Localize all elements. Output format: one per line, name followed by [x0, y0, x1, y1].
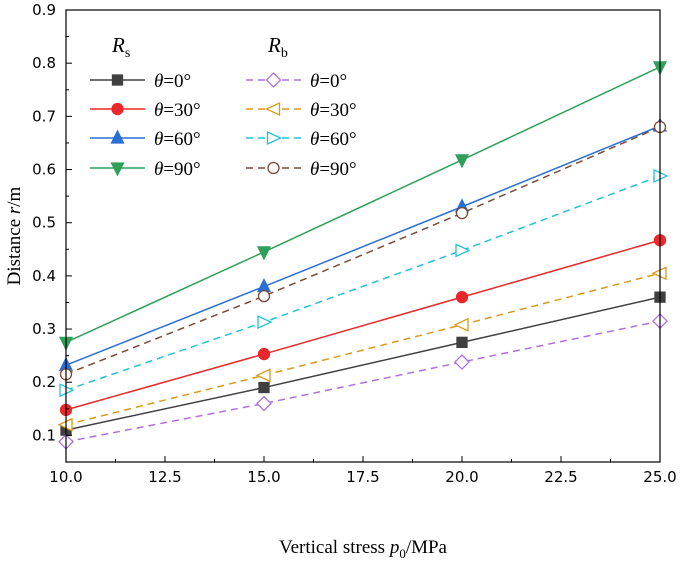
legend-item: θ=30°	[246, 100, 357, 121]
series-line	[65, 239, 661, 411]
marker-diamond-open	[265, 72, 282, 88]
marker-triangle-left-open	[264, 101, 281, 117]
marker-triangle-right-open	[455, 243, 471, 258]
legend-label: θ=60°	[154, 129, 201, 150]
series-line	[65, 175, 661, 391]
marker-circle-open	[267, 161, 280, 175]
y-axis-title: Distance r/m	[4, 186, 25, 285]
legend-label: θ=60°	[310, 129, 357, 150]
series-line	[65, 320, 661, 443]
legend-label: θ=90°	[154, 159, 201, 180]
marker-triangle-down	[454, 154, 470, 169]
marker-circle	[111, 102, 124, 116]
x-tick-label: 20.0	[445, 468, 478, 486]
series-rs-90deg	[58, 61, 668, 351]
marker-square	[456, 336, 468, 349]
marker-triangle-right-open	[257, 315, 273, 330]
x-tick-label: 12.5	[148, 468, 181, 486]
marker-circle	[455, 291, 469, 304]
x-tick-label: 25.0	[643, 468, 676, 486]
marker-triangle-up	[110, 129, 125, 144]
x-tick-label: 17.5	[346, 468, 379, 486]
series-rs-60deg	[58, 117, 668, 371]
legend-item: θ=60°	[90, 129, 201, 150]
axis-ticks: 10.0 12.5 15.0 17.5 20.0 22.5 25.0 0.1 0.2 0.3 0.4…	[32, 1, 677, 486]
marker-triangle-down	[110, 162, 125, 177]
y-tick-label: 0.8	[32, 54, 56, 72]
marker-square	[258, 381, 270, 394]
legend-item: θ=90°	[246, 159, 357, 180]
marker-square	[111, 74, 124, 86]
legend-item: θ=0°	[90, 71, 191, 92]
marker-circle-open	[455, 206, 469, 220]
legend-label: θ=90°	[310, 159, 357, 180]
y-tick-label: 0.5	[32, 214, 56, 232]
marker-circle	[257, 347, 271, 361]
legend-label: θ=30°	[310, 100, 357, 121]
legend-item: θ=60°	[246, 129, 357, 150]
legend-item: θ=90°	[90, 159, 201, 180]
series-line	[65, 125, 661, 366]
legend-label: θ=0°	[154, 71, 191, 92]
marker-circle-open	[257, 289, 271, 303]
legend: Rs Rb θ=0° θ=30° θ=60° θ=90° θ=0° θ=30° θ=60° θ=9…	[90, 33, 357, 180]
x-tick-label: 22.5	[544, 468, 577, 486]
series-layer	[57, 61, 669, 450]
marker-triangle-down	[256, 246, 272, 261]
marker-triangle-left-open	[453, 317, 469, 332]
series-line	[65, 66, 661, 344]
legend-group-header: Rs	[111, 33, 130, 61]
y-tick-label: 0.1	[32, 426, 56, 444]
y-tick-label: 0.2	[32, 373, 56, 391]
marker-triangle-right-open	[266, 130, 283, 146]
marker-diamond-open	[256, 395, 272, 412]
legend-group-header: Rb	[267, 33, 288, 61]
legend-label: θ=30°	[154, 100, 201, 121]
series-rb-30deg	[57, 266, 667, 432]
legend-item: θ=30°	[90, 100, 201, 121]
x-tick-label: 15.0	[247, 468, 280, 486]
y-tick-label: 0.6	[32, 161, 56, 179]
y-tick-label: 0.3	[32, 320, 56, 338]
legend-item: θ=0°	[246, 71, 347, 92]
y-tick-label: 0.7	[32, 107, 56, 125]
series-rb-60deg	[59, 168, 669, 398]
y-tick-label: 0.4	[32, 267, 56, 285]
series-line	[65, 296, 661, 431]
marker-triangle-left-open	[255, 368, 271, 383]
series-rb-0deg	[58, 313, 668, 450]
series-rs-0deg	[60, 291, 666, 436]
series-rs-30deg	[59, 234, 667, 417]
x-tick-label: 10.0	[49, 468, 82, 486]
marker-diamond-open	[454, 354, 470, 370]
legend-label: θ=0°	[310, 71, 347, 92]
series-line	[65, 272, 661, 426]
y-tick-label: 0.9	[32, 1, 56, 19]
x-axis-title: Vertical stress p0/MPa	[279, 537, 448, 561]
